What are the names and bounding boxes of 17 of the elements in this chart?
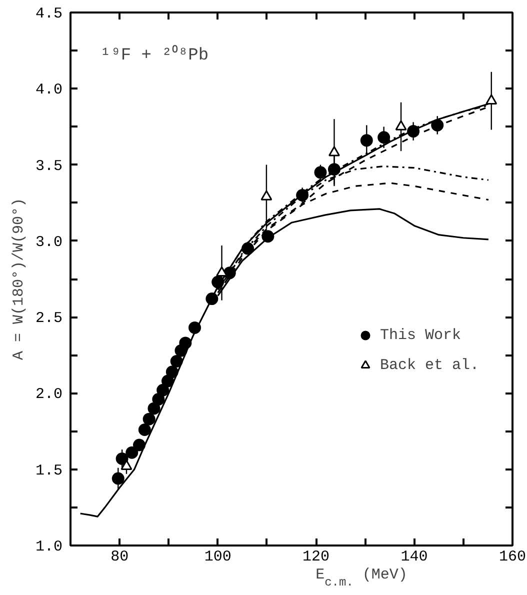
x-tick-label: 140 — [400, 548, 428, 566]
y-tick-label: 4.5 — [35, 6, 63, 22]
annotation: ¹⁹F + ²⁰⁸Pb — [100, 44, 209, 66]
legend-label: This Work — [380, 326, 462, 344]
text: 4.0 — [35, 82, 63, 99]
text: 1.0 — [35, 538, 63, 556]
y-axis-title: A = W(180°)/W(90°) — [10, 198, 28, 360]
x-tick-label: 100 — [204, 548, 232, 566]
y-tick-label: 3.5 — [35, 158, 63, 175]
x-tick-label: 120 — [302, 548, 330, 566]
x-tick-label: 80 — [110, 548, 129, 566]
text: 2.0 — [35, 386, 63, 404]
y-tick-label: 2.5 — [35, 310, 63, 328]
text: 3.0 — [35, 234, 63, 251]
x-tick-label: 160 — [499, 548, 526, 566]
y-tick-label: 1.5 — [35, 462, 63, 480]
legend-label: Back et al. — [380, 356, 480, 374]
